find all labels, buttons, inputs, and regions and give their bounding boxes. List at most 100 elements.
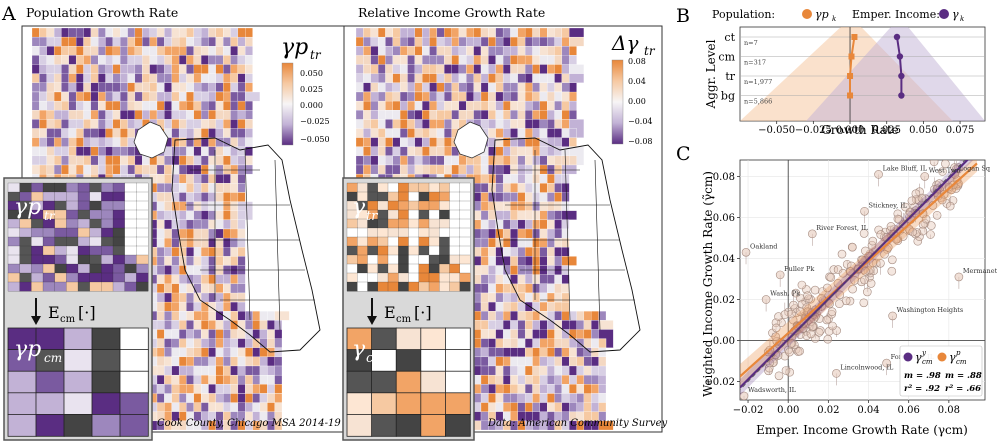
map-tract: [480, 347, 489, 358]
map-tract: [178, 320, 187, 330]
map-tract: [510, 365, 518, 376]
map-tract: [591, 320, 599, 330]
map-tract: [83, 110, 92, 120]
map-tract: [414, 73, 423, 83]
map-tract: [252, 329, 261, 339]
map-tract: [245, 137, 253, 147]
map-tract: [539, 365, 548, 376]
scatter-point: [868, 236, 878, 246]
left-inset-operator: E: [48, 303, 60, 322]
inset-tract: [54, 227, 67, 238]
inset-tract: [101, 272, 114, 283]
map-tract: [399, 64, 408, 74]
inset-tract: [89, 182, 102, 193]
scatter-point: [893, 236, 903, 245]
map-tract: [90, 164, 99, 175]
inset-tract: [387, 245, 399, 256]
inset-tract: [77, 272, 91, 283]
right-inset-bottom-sub: cm: [366, 351, 386, 366]
map-tract: [259, 393, 268, 403]
scatter-point: [893, 214, 903, 224]
map-tract: [164, 64, 172, 74]
map-tract: [363, 91, 371, 102]
inset-tract: [377, 191, 389, 202]
inset-tract: [124, 254, 137, 265]
scatter-point: [803, 291, 812, 301]
inset-tract: [459, 254, 471, 265]
inset-tract: [398, 182, 409, 193]
inset-tract: [101, 254, 114, 265]
map-tract: [436, 119, 445, 129]
map-tract: [591, 375, 599, 385]
map-tract: [215, 338, 224, 348]
map-tract: [252, 420, 261, 430]
inset-tract: [428, 227, 440, 238]
income-point: [898, 92, 905, 99]
map-tract: [488, 55, 496, 65]
map-tract: [436, 137, 445, 147]
inset-tract: [408, 200, 420, 211]
map-tract: [61, 128, 69, 138]
map-tract: [178, 73, 187, 83]
inset-tract: [377, 218, 389, 229]
map-tract: [200, 174, 209, 184]
map-tract: [569, 311, 577, 321]
map-tract: [171, 402, 180, 412]
map-tract: [171, 100, 180, 111]
map-tract: [392, 64, 401, 74]
panel-c-ytick-label: 0.08: [713, 172, 735, 183]
map-tract: [120, 73, 128, 83]
map-tract: [156, 265, 165, 275]
map-tract: [569, 402, 577, 412]
map-tract: [392, 128, 401, 138]
scatter-point: [824, 326, 834, 336]
map-tract: [532, 82, 541, 93]
labeled-point-label: Wadsworth, IL: [748, 386, 797, 394]
map-tract: [524, 402, 533, 412]
map-tract: [178, 201, 187, 211]
inset-tract: [77, 236, 91, 247]
map-tract: [215, 329, 224, 339]
population-point: [847, 92, 854, 99]
map-tract: [539, 82, 548, 93]
map-tract: [598, 347, 607, 358]
inset-tract: [66, 236, 79, 247]
map-tract: [200, 82, 209, 93]
map-tract: [407, 119, 416, 129]
map-tract: [39, 110, 47, 120]
map-tract: [444, 128, 452, 138]
map-tract: [591, 365, 599, 376]
inset-tract: [112, 236, 126, 247]
right-inset-bottom-symbol: γ: [352, 337, 366, 362]
inset-tract: [428, 182, 440, 193]
map-tract: [83, 164, 92, 175]
map-tract: [539, 55, 548, 65]
inset-tract: [449, 200, 461, 211]
inset-tract: [112, 272, 126, 283]
map-tract: [532, 100, 541, 111]
map-tract: [356, 146, 364, 157]
inset-tract: [459, 245, 471, 256]
inset-tract: [387, 281, 399, 292]
map-tract: [46, 28, 55, 38]
map-tract: [68, 146, 77, 157]
labeled-point: [860, 206, 869, 216]
map-tract: [488, 228, 496, 239]
legend-p-sup: p: [956, 349, 961, 357]
map-tract: [215, 128, 224, 138]
inset-tract: [124, 200, 137, 211]
scatter-point: [835, 290, 845, 300]
inset-tract: [66, 218, 79, 229]
inset-tract: [420, 413, 447, 437]
map-tract: [539, 174, 548, 184]
map-tract: [480, 311, 489, 321]
map-tract: [215, 256, 224, 266]
inset-tract: [124, 281, 137, 292]
map-tract: [53, 155, 62, 166]
map-tract: [215, 347, 224, 358]
inset-tract: [346, 245, 358, 256]
right-map-chicago-outline: [491, 137, 641, 353]
map-tract: [223, 247, 231, 257]
map-tract: [142, 110, 150, 120]
map-tract: [458, 82, 467, 93]
